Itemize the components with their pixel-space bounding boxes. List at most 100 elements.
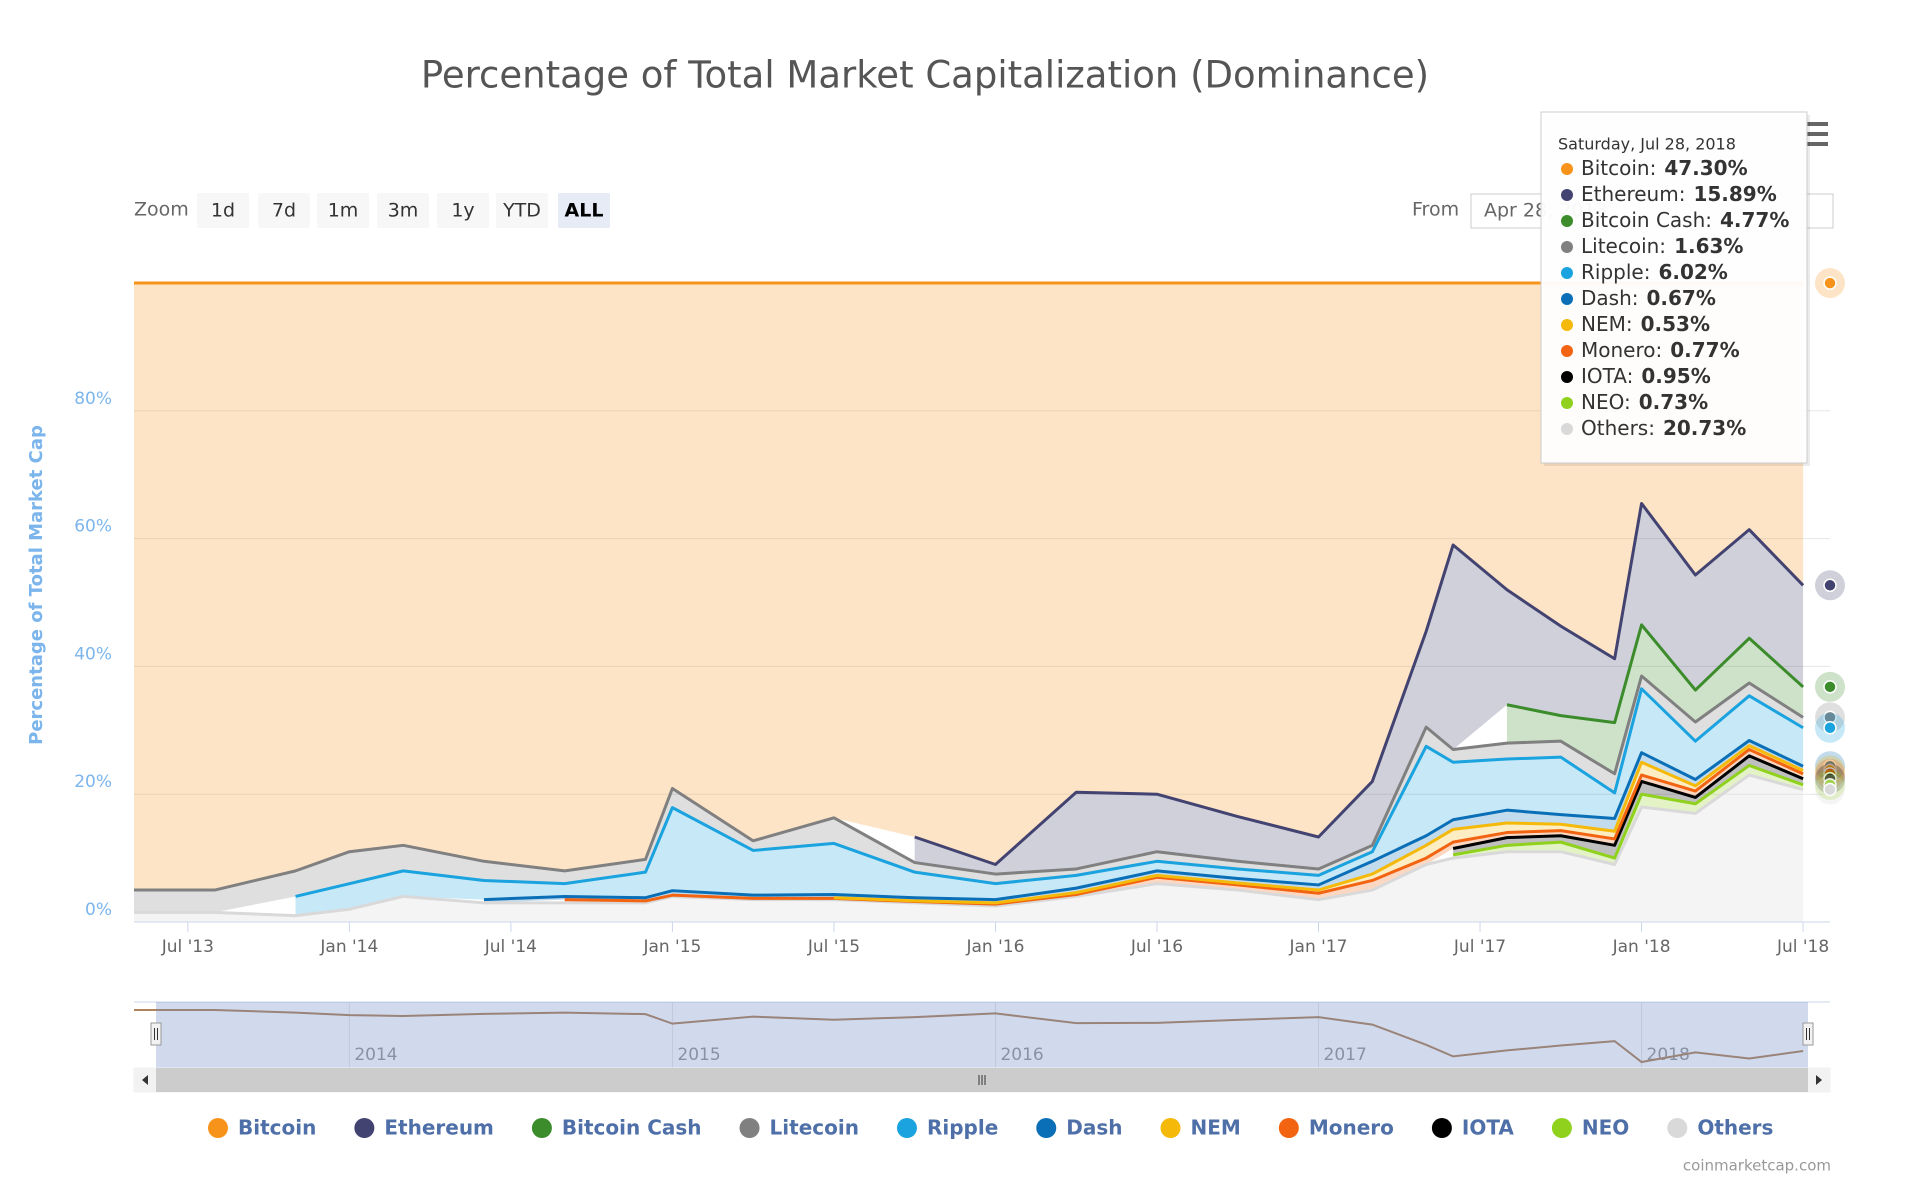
- series-line: [295, 687, 1804, 898]
- range-button[interactable]: YTD: [496, 193, 548, 228]
- legend-label: NEM: [1191, 1116, 1241, 1140]
- legend-label: Litecoin: [770, 1116, 859, 1140]
- tooltip-symbol: [1561, 397, 1573, 409]
- legend-label: Dash: [1066, 1116, 1122, 1140]
- y-tick-label: 0%: [85, 900, 112, 920]
- tooltip-name: Dash:: [1581, 286, 1639, 310]
- legend-symbol: [354, 1118, 375, 1138]
- legend-symbol: [1278, 1118, 1299, 1138]
- legend-item[interactable]: Monero: [1278, 1116, 1394, 1140]
- x-tick-label: Jan '18: [1612, 937, 1671, 957]
- navigator-handle[interactable]: [1802, 1022, 1814, 1046]
- tooltip-row: IOTA: 0.95%: [1581, 364, 1711, 388]
- scroll-arrow[interactable]: [1816, 1075, 1822, 1085]
- legend-item[interactable]: NEO: [1551, 1116, 1629, 1140]
- y-tick-label: 20%: [74, 772, 112, 792]
- credit: coinmarketcap.com: [1683, 1157, 1831, 1175]
- button-bg: [558, 193, 610, 228]
- menu-icon[interactable]: [1806, 122, 1828, 146]
- legend-item[interactable]: Dash: [1036, 1116, 1123, 1140]
- button-label: 1d: [211, 200, 235, 222]
- tooltip-symbol: [1561, 215, 1573, 227]
- navigator-label: 2014: [354, 1045, 397, 1065]
- hover-marker: [1823, 720, 1837, 735]
- legend-label: Monero: [1309, 1116, 1394, 1140]
- button-bg: [377, 193, 429, 228]
- zoom-label: Zoom: [134, 199, 189, 221]
- x-tick-label: Jan '15: [642, 937, 701, 957]
- legend-symbol: [208, 1118, 228, 1138]
- legend-item[interactable]: Ripple: [896, 1116, 998, 1140]
- area-fill: [914, 503, 1804, 875]
- tooltip-row: NEO: 0.73%: [1581, 390, 1708, 414]
- tooltip-row: Bitcoin Cash: 4.77%: [1581, 208, 1789, 232]
- legend-item[interactable]: Litecoin: [739, 1116, 859, 1140]
- series-line: [564, 747, 1804, 906]
- range-button[interactable]: 3m: [377, 193, 429, 228]
- legend-symbol: [1036, 1118, 1057, 1138]
- button-bg: [258, 193, 310, 228]
- navigator-mask: [156, 1002, 1808, 1068]
- scroll-arrow[interactable]: [142, 1075, 148, 1085]
- hover-marker: [1823, 578, 1837, 593]
- x-tick-label: Jul '15: [807, 937, 860, 957]
- legend-label: Ripple: [927, 1116, 998, 1140]
- tooltip-symbol: [1561, 423, 1573, 435]
- tooltip-value: 0.53%: [1641, 312, 1710, 336]
- series-line: [134, 773, 1804, 918]
- series-line: [1452, 754, 1804, 850]
- tooltip-value: 4.77%: [1720, 208, 1789, 232]
- series-line: [134, 674, 1804, 892]
- tooltip-name: Ripple:: [1581, 260, 1650, 284]
- tooltip-name: Bitcoin Cash:: [1581, 208, 1712, 232]
- hover-marker: [1823, 680, 1837, 694]
- navigator-label: 2017: [1324, 1045, 1367, 1065]
- legend-item[interactable]: IOTA: [1431, 1116, 1515, 1140]
- x-tick-label: Jan '17: [1289, 937, 1348, 957]
- legend-symbol: [739, 1118, 760, 1138]
- tooltip-value: 15.89%: [1693, 182, 1776, 206]
- range-button[interactable]: 1m: [317, 193, 369, 228]
- range-button[interactable]: 7d: [258, 193, 310, 228]
- tooltip-symbol: [1561, 189, 1573, 201]
- legend-label: Ethereum: [384, 1116, 494, 1140]
- tooltip-value: 0.73%: [1639, 390, 1708, 414]
- legend-item[interactable]: Others: [1667, 1116, 1773, 1140]
- x-tick-label: Jan '14: [319, 937, 378, 957]
- x-tick-label: Jul '16: [1130, 937, 1183, 957]
- legend-symbol: [1431, 1118, 1452, 1138]
- x-tick-label: Jul '13: [161, 937, 214, 957]
- tooltip: Saturday, Jul 28, 2018 Bitcoin: 47.30%Ethe…: [1540, 111, 1810, 466]
- legend-symbol: [1551, 1118, 1572, 1138]
- area-fill: [1506, 624, 1804, 774]
- legend-item[interactable]: Bitcoin: [208, 1116, 316, 1140]
- hover-marker: [1823, 276, 1837, 290]
- navigator-handle[interactable]: [150, 1022, 162, 1046]
- button-label: ALL: [565, 200, 604, 222]
- chart-title: Percentage of Total Market Capitalizatio…: [421, 54, 1429, 97]
- legend-item[interactable]: NEM: [1160, 1116, 1241, 1140]
- series-line: [914, 501, 1805, 866]
- legend-label: Others: [1697, 1116, 1773, 1140]
- range-button[interactable]: 1d: [197, 193, 249, 228]
- range-button[interactable]: ALL: [558, 193, 610, 228]
- series-line: [1506, 623, 1805, 725]
- button-label: YTD: [502, 200, 541, 222]
- tooltip-name: Ethereum:: [1581, 182, 1685, 206]
- range-button[interactable]: 1y: [437, 193, 489, 228]
- legend-label: IOTA: [1462, 1116, 1515, 1140]
- tooltip-name: Monero:: [1581, 338, 1662, 362]
- tooltip-row: Ethereum: 15.89%: [1581, 182, 1777, 206]
- legend-label: NEO: [1582, 1116, 1629, 1140]
- legend-item[interactable]: Bitcoin Cash: [531, 1116, 702, 1140]
- legend-item[interactable]: Ethereum: [354, 1116, 494, 1140]
- tooltip-row: Dash: 0.67%: [1581, 286, 1716, 310]
- tooltip-name: NEO:: [1581, 390, 1631, 414]
- y-axis-title: Percentage of Total Market Cap: [26, 425, 47, 745]
- tooltip-value: 20.73%: [1663, 416, 1746, 440]
- tooltip-symbol: [1561, 163, 1573, 175]
- x-tick-label: Jul '18: [1776, 937, 1829, 957]
- series-line: [483, 739, 1804, 902]
- tooltip-value: 47.30%: [1664, 156, 1747, 180]
